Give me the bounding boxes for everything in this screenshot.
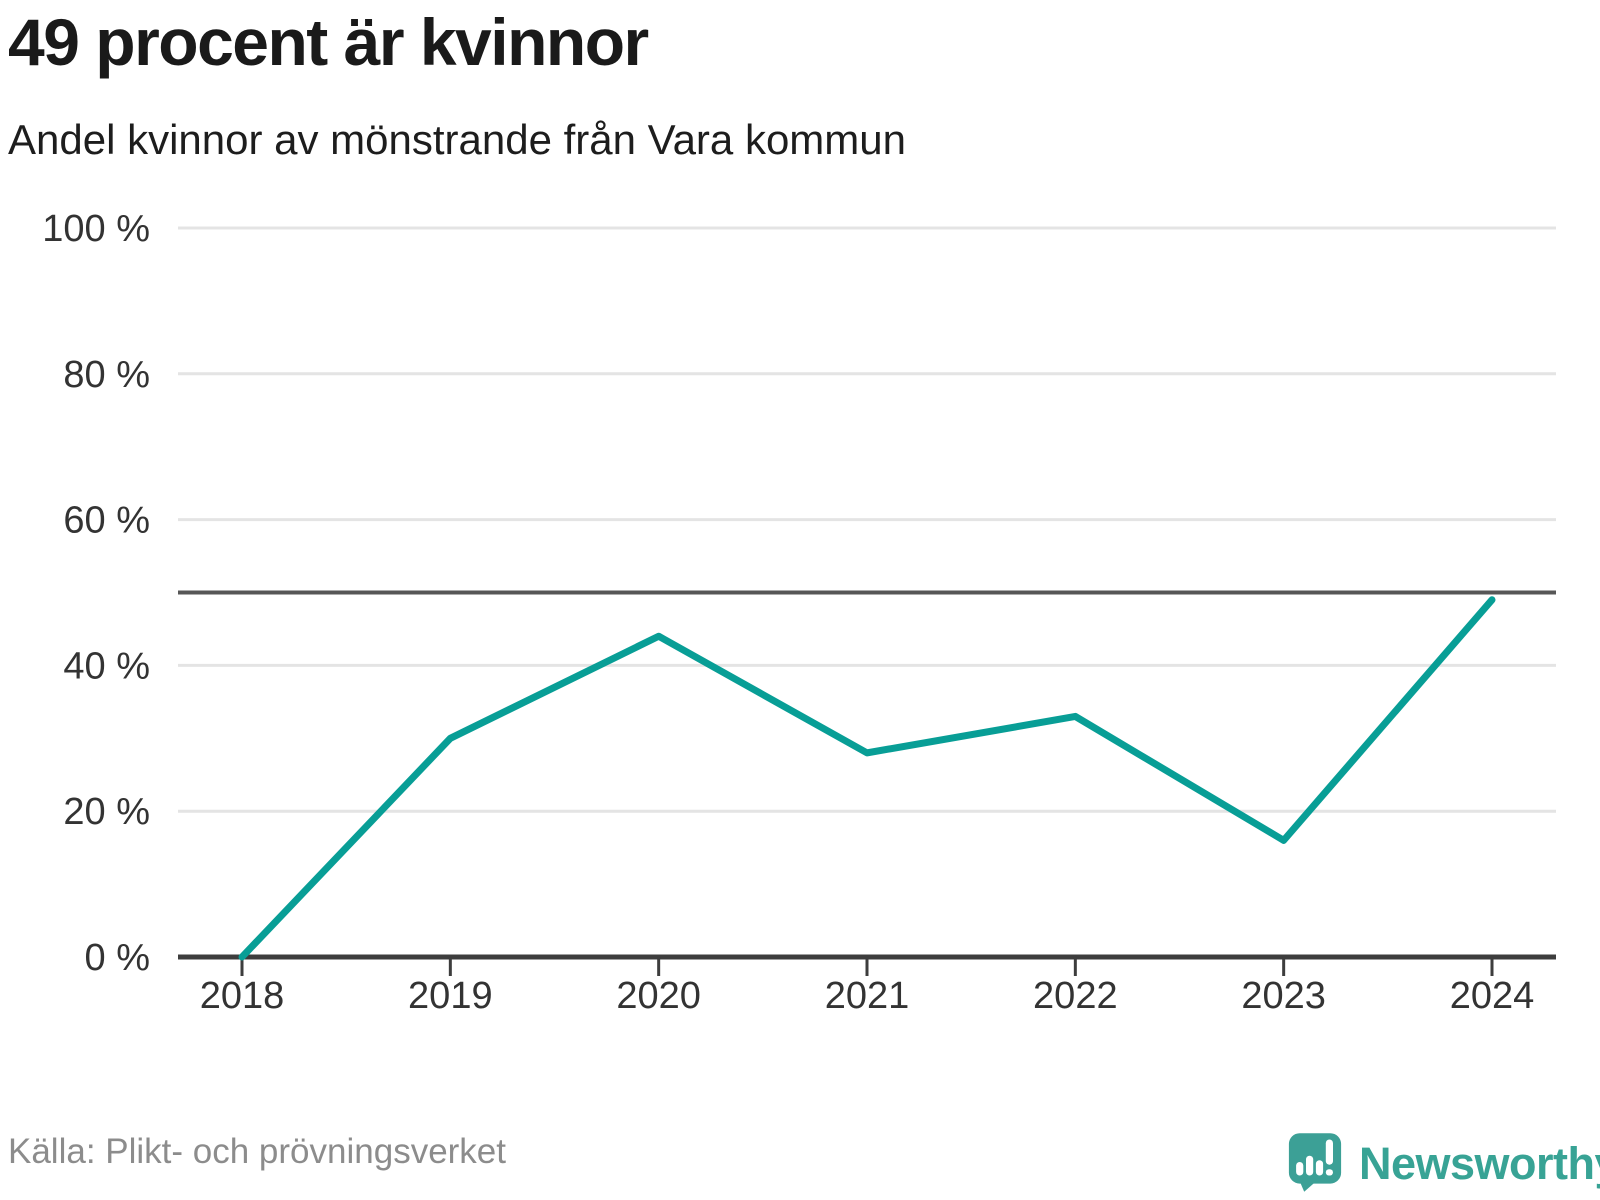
x-tick-label: 2023	[1241, 975, 1326, 1017]
chart-subtitle: Andel kvinnor av mönstrande från Vara ko…	[8, 116, 906, 163]
x-tick-label: 2022	[1033, 975, 1118, 1017]
newsworthy-logo-icon	[1288, 1133, 1342, 1192]
x-tick-label: 2020	[616, 975, 701, 1017]
y-tick-label: 100 %	[42, 208, 150, 250]
x-tick-label: 2018	[200, 975, 285, 1017]
y-tick-label: 60 %	[63, 500, 150, 542]
x-tick-label: 2019	[408, 975, 493, 1017]
newsworthy-logo: Newsworthy	[1288, 1132, 1600, 1192]
x-tick-label: 2021	[825, 975, 910, 1017]
y-tick-label: 0 %	[85, 937, 150, 979]
data-line	[238, 596, 1496, 961]
x-tick-label: 2024	[1450, 975, 1535, 1017]
newsworthy-logo-text: Newsworthy	[1359, 1138, 1600, 1189]
y-tick-label: 80 %	[63, 354, 150, 396]
source-note: Källa: Plikt- och prövningsverket	[8, 1132, 506, 1171]
chart-title: 49 procent är kvinnor	[8, 5, 649, 79]
y-tick-label: 20 %	[63, 791, 150, 833]
y-tick-label: 40 %	[63, 645, 150, 687]
